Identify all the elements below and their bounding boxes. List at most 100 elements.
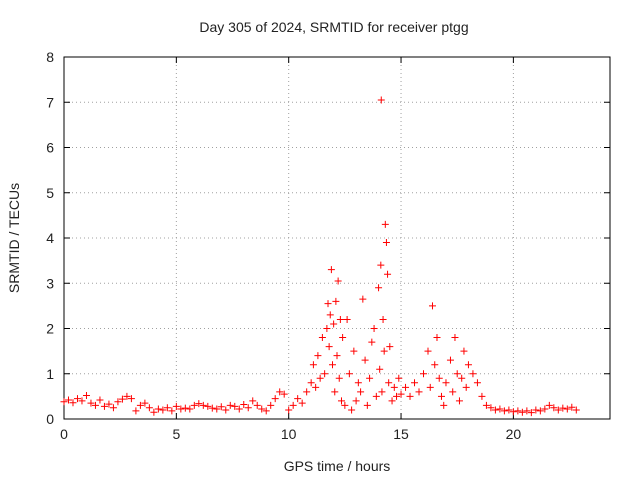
data-point [378, 388, 386, 396]
data-point [327, 266, 335, 274]
data-point [397, 390, 405, 398]
x-tick-label: 15 [393, 426, 409, 442]
data-point [372, 392, 380, 400]
data-point [235, 405, 243, 413]
data-point [509, 408, 517, 416]
data-point [366, 374, 374, 382]
chart-title: Day 305 of 2024, SRMTID for receiver ptg… [199, 19, 468, 35]
data-point [331, 388, 339, 396]
data-point [332, 297, 340, 305]
data-point [505, 406, 513, 414]
x-axis-label: GPS time / hours [284, 458, 391, 474]
data-point [280, 390, 288, 398]
data-point [478, 392, 486, 400]
data-point [262, 407, 270, 415]
data-point [458, 374, 466, 382]
data-point [514, 407, 522, 415]
data-point [271, 395, 279, 403]
data-point [145, 404, 153, 412]
data-point [363, 401, 371, 409]
data-point [335, 374, 343, 382]
data-point [307, 379, 315, 387]
y-axis: 0 1 2 3 4 5 6 7 8 [46, 49, 610, 427]
data-point [276, 388, 284, 396]
data-point [451, 334, 459, 342]
y-tick-label: 0 [46, 411, 54, 427]
data-point [100, 402, 108, 410]
y-tick-label: 1 [46, 366, 54, 382]
data-point [127, 395, 135, 403]
data-point [375, 284, 383, 292]
x-tick-label: 5 [172, 426, 180, 442]
data-point [64, 396, 72, 404]
data-point [572, 406, 580, 414]
data-point [559, 404, 567, 412]
data-point [303, 388, 311, 396]
data-point [186, 405, 194, 413]
data-point [350, 347, 358, 355]
data-point [168, 407, 176, 415]
data-point [141, 399, 149, 407]
data-point [69, 399, 77, 407]
data-point [545, 401, 553, 409]
data-point [91, 401, 99, 409]
x-tick-label: 20 [506, 426, 522, 442]
data-point [244, 404, 252, 412]
data-point [406, 392, 414, 400]
data-point [190, 401, 198, 409]
data-point [541, 405, 549, 413]
data-point [496, 405, 504, 413]
data-point [550, 404, 558, 412]
data-point [105, 400, 113, 408]
data-point [123, 392, 131, 400]
data-point [213, 405, 221, 413]
data-point [163, 404, 171, 412]
data-point [359, 295, 367, 303]
data-point [377, 96, 385, 104]
data-point [370, 325, 378, 332]
data-point [424, 347, 432, 355]
y-tick-label: 4 [46, 230, 54, 246]
data-point [446, 356, 454, 364]
data-point [177, 405, 185, 413]
data-point [437, 392, 445, 400]
y-tick-label: 2 [46, 321, 54, 337]
data-point [334, 277, 342, 285]
y-tick-label: 5 [46, 185, 54, 201]
data-point [240, 401, 248, 409]
data-point [453, 370, 461, 378]
data-point [532, 406, 540, 414]
data-point [154, 405, 162, 413]
y-tick-label: 8 [46, 49, 54, 65]
data-point [231, 402, 239, 410]
data-point [393, 392, 401, 400]
data-point [460, 347, 468, 355]
data-point [376, 365, 384, 373]
data-point [78, 397, 86, 405]
data-point [426, 383, 434, 391]
data-point [487, 404, 495, 412]
data-point [323, 325, 331, 332]
data-point [491, 406, 499, 414]
data-point [114, 398, 122, 406]
data-point [440, 401, 448, 409]
data-point [314, 352, 322, 360]
data-point [500, 407, 508, 415]
y-axis-label: SRMTID / TECUs [6, 183, 22, 293]
data-point [217, 403, 225, 411]
data-point [309, 361, 317, 369]
data-point [464, 361, 472, 369]
data-point [118, 395, 126, 403]
data-point [285, 406, 293, 414]
data-point [431, 361, 439, 369]
data-point [172, 402, 180, 410]
data-point [321, 370, 329, 378]
data-point [348, 406, 356, 414]
y-tick-label: 7 [46, 94, 54, 110]
data-point [361, 356, 369, 364]
data-point [563, 405, 571, 413]
data-point [462, 383, 470, 391]
data-point [455, 397, 463, 405]
data-point [357, 388, 365, 396]
